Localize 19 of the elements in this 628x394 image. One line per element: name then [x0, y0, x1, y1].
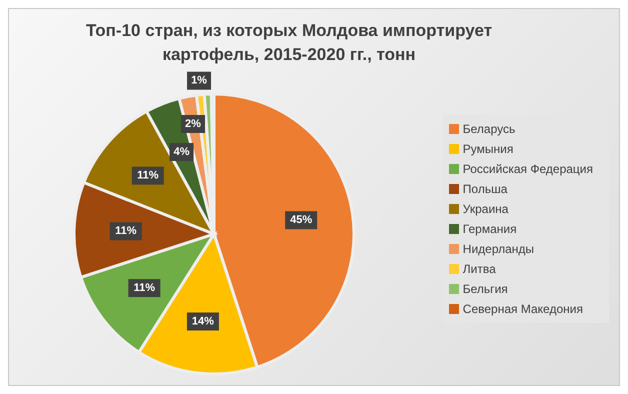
legend-label: Литва	[462, 262, 496, 276]
legend-label: Нидерланды	[462, 242, 534, 256]
data-label: 14%	[192, 316, 214, 328]
legend-label: Украина	[462, 202, 508, 216]
data-label: 11%	[115, 225, 137, 238]
legend-label: Румыния	[462, 142, 514, 156]
data-label: 11%	[137, 170, 159, 182]
legend-label: Беларусь	[462, 122, 516, 136]
data-label: 11%	[134, 282, 156, 294]
legend-label: Северная Македония	[462, 302, 583, 316]
legend-label: Германия	[462, 222, 517, 236]
data-label: 4%	[174, 146, 190, 158]
data-label: 1%	[191, 74, 208, 87]
data-label: 45%	[290, 214, 312, 226]
legend-label: Российская Федерация	[462, 162, 593, 176]
legend-label: Бельгия	[462, 282, 508, 296]
data-label: 2%	[185, 118, 202, 130]
chart-title: Топ-10 стран, из которых Молдова импортирует картофель, 2015-2020 гг., тонн	[84, 20, 494, 66]
legend-label: Польша	[462, 182, 508, 196]
